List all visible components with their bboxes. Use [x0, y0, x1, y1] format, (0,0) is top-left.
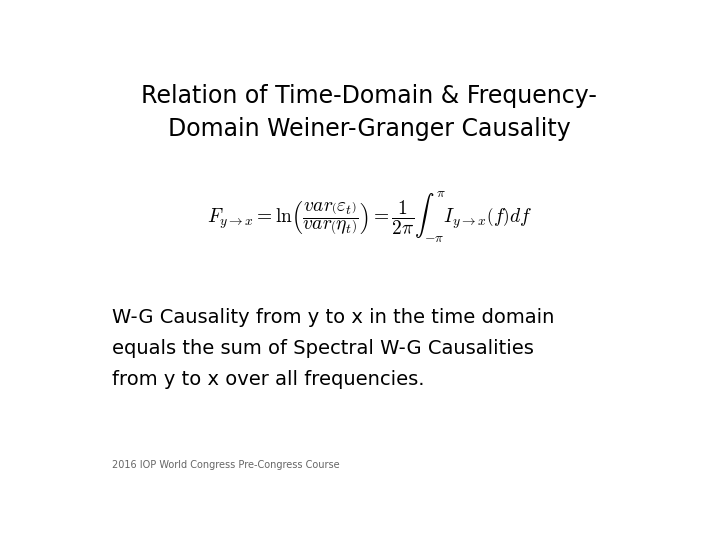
Text: Domain Weiner-Granger Causality: Domain Weiner-Granger Causality	[168, 117, 570, 141]
Text: from y to x over all frequencies.: from y to x over all frequencies.	[112, 370, 425, 389]
Text: $F_{y\rightarrow x} = \mathrm{ln}\left(\dfrac{var\left(\varepsilon_t\right)}{var: $F_{y\rightarrow x} = \mathrm{ln}\left(\…	[207, 188, 531, 245]
Text: 2016 IOP World Congress Pre-Congress Course: 2016 IOP World Congress Pre-Congress Cou…	[112, 460, 340, 470]
Text: Relation of Time-Domain & Frequency-: Relation of Time-Domain & Frequency-	[141, 84, 597, 107]
Text: equals the sum of Spectral W-G Causalities: equals the sum of Spectral W-G Causaliti…	[112, 339, 534, 358]
Text: W-G Causality from y to x in the time domain: W-G Causality from y to x in the time do…	[112, 308, 554, 327]
